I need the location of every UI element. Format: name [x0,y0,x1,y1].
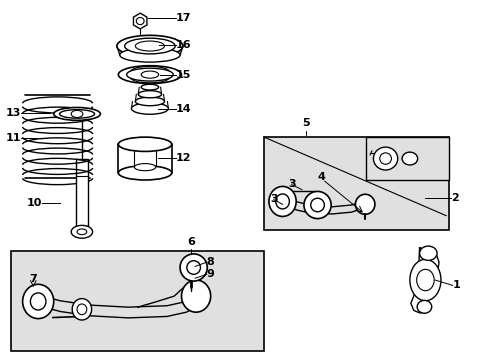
Ellipse shape [77,304,86,315]
Bar [76,158,87,226]
Ellipse shape [117,35,183,57]
Ellipse shape [416,269,433,291]
Ellipse shape [409,259,440,301]
Ellipse shape [310,198,324,212]
Ellipse shape [118,166,171,180]
Ellipse shape [120,48,180,62]
Ellipse shape [118,137,171,152]
Ellipse shape [60,110,94,118]
Text: 6: 6 [187,237,195,247]
Ellipse shape [126,68,173,81]
Ellipse shape [186,261,200,274]
Text: 9: 9 [206,269,214,279]
Ellipse shape [138,91,161,98]
Ellipse shape [373,147,397,170]
Ellipse shape [72,298,91,320]
Text: 3: 3 [269,194,277,203]
Ellipse shape [355,194,374,214]
Text: 15: 15 [175,69,191,80]
Ellipse shape [416,300,431,313]
Ellipse shape [134,163,156,171]
Ellipse shape [379,153,390,164]
Text: 11: 11 [6,133,21,143]
Ellipse shape [136,18,144,24]
Text: 14: 14 [175,104,191,113]
Ellipse shape [124,38,175,54]
Text: 12: 12 [175,153,191,163]
Text: 3: 3 [287,179,295,189]
Text: 17: 17 [175,13,191,23]
Ellipse shape [135,41,164,51]
Ellipse shape [135,97,164,106]
Ellipse shape [22,284,54,319]
Text: 13: 13 [6,108,21,118]
Ellipse shape [77,229,86,235]
Ellipse shape [141,84,158,90]
Ellipse shape [401,152,417,165]
Text: 4: 4 [317,172,325,182]
Ellipse shape [268,186,296,216]
Ellipse shape [181,280,210,312]
Ellipse shape [180,254,207,281]
Ellipse shape [71,225,92,238]
Bar [264,137,448,230]
Ellipse shape [419,246,436,260]
Text: 5: 5 [302,118,309,128]
Bar [11,251,264,351]
Text: 10: 10 [26,198,41,208]
Ellipse shape [30,293,46,310]
Ellipse shape [141,71,158,78]
Polygon shape [133,13,146,29]
Bar [366,137,448,180]
Ellipse shape [118,66,181,84]
Text: 7: 7 [29,274,37,284]
Text: 8: 8 [206,257,214,267]
Ellipse shape [54,108,100,120]
Text: 1: 1 [452,280,459,291]
Ellipse shape [71,111,82,117]
Ellipse shape [304,192,330,219]
Ellipse shape [275,194,289,209]
Text: 2: 2 [450,193,458,203]
Text: 16: 16 [175,40,191,50]
Ellipse shape [131,103,168,114]
